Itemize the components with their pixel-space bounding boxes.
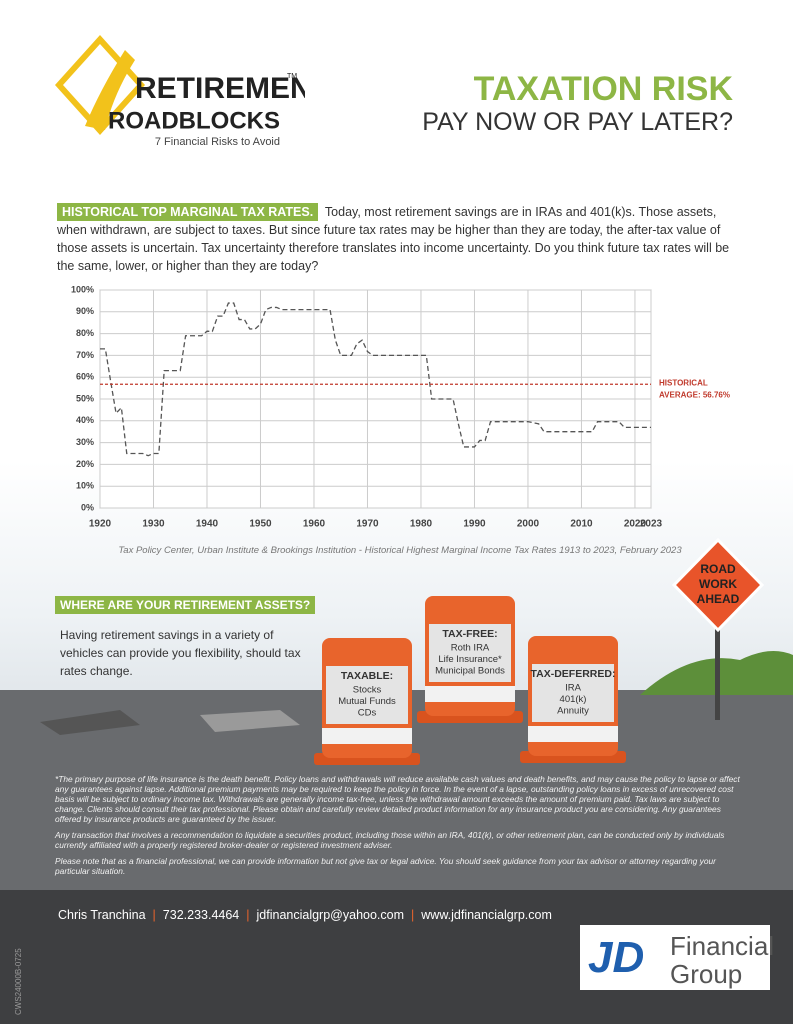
x-tick-label: 1990 <box>463 519 486 530</box>
barrel-item: Municipal Bonds <box>435 666 505 677</box>
sign-post <box>715 605 720 720</box>
x-tick-label: 1960 <box>303 519 326 530</box>
logo-line2: ROADBLOCKS <box>108 107 280 134</box>
y-tick-label: 80% <box>76 328 94 338</box>
barrel-stripe <box>425 686 515 702</box>
subtitle: PAY NOW OR PAY LATER? <box>422 108 733 136</box>
barrel-panel <box>326 666 408 724</box>
sign-text: WORK <box>699 577 737 591</box>
y-tick-label: 100% <box>71 284 94 294</box>
logo-line1: RETIREMENT <box>135 72 305 105</box>
data-line <box>100 302 651 457</box>
intro-heading: HISTORICAL TOP MARGINAL TAX RATES. <box>57 203 319 221</box>
brand-box: JD Financial Group <box>580 925 774 990</box>
y-tick-label: 10% <box>76 481 94 491</box>
logo-tagline: 7 Financial Risks to Avoid <box>155 136 280 148</box>
disclaimers: *The primary purpose of life insurance i… <box>55 774 745 882</box>
manhole-cover <box>200 710 300 732</box>
separator: | <box>411 908 415 922</box>
y-tick-label: 30% <box>76 437 94 447</box>
contact: jdfinancialgrp@yahoo.com <box>256 908 405 922</box>
barrel-item: CDs <box>358 708 377 719</box>
sign <box>671 537 765 633</box>
separator: | <box>152 908 156 922</box>
average-label: HISTORICAL <box>659 378 708 387</box>
y-tick-label: 20% <box>76 459 94 469</box>
separator: | <box>246 908 250 922</box>
barrel-item: Life Insurance* <box>438 654 502 665</box>
barrel-stripe <box>322 728 412 744</box>
barrel-item: Mutual Funds <box>338 696 396 707</box>
x-tick-label: 1920 <box>89 519 112 530</box>
x-tick-label: 2023 <box>640 519 663 530</box>
manhole <box>40 710 140 735</box>
disclaimer: Please note that as a financial professi… <box>55 856 716 876</box>
y-tick-label: 0% <box>81 502 94 512</box>
contact: www.jdfinancialgrp.com <box>421 908 552 922</box>
contacts: Chris Tranchina | 732.233.4464 | jdfinancial… <box>58 908 552 922</box>
barrel-stripe <box>528 726 618 742</box>
barrel-panel <box>429 624 511 682</box>
intro: HISTORICAL TOP MARGINAL TAX RATES. Today… <box>57 203 742 275</box>
logo-tm: TM <box>287 73 297 80</box>
sign-text: ROAD <box>700 562 736 576</box>
assets-heading: WHERE ARE YOUR RETIREMENT ASSETS? <box>55 596 316 614</box>
x-tick-label: 1980 <box>410 519 433 530</box>
x-tick-label: 1930 <box>142 519 165 530</box>
x-tick-label: 1970 <box>356 519 379 530</box>
assets-text: Having retirement savings in a variety o… <box>60 628 301 678</box>
barrel-item: Stocks <box>353 685 382 696</box>
y-tick-label: 90% <box>76 306 94 316</box>
title: TAXATION RISK <box>473 70 733 108</box>
doc-code: CWS24000B-0725 <box>14 948 23 1015</box>
intro-text: Today, most retirement savings are in IR… <box>57 205 730 273</box>
brand-mark: JD <box>588 933 645 982</box>
disclaimer: Any transaction that involves a recommen… <box>55 830 725 850</box>
barrel-title: TAX-DEFERRED: <box>531 668 616 680</box>
average-label: AVERAGE: 56.76% <box>659 390 730 399</box>
barrel-item: 401(k) <box>560 694 587 705</box>
x-tick-label: 1950 <box>249 519 272 530</box>
disclaimer: *The primary purpose of life insurance i… <box>55 774 740 824</box>
assets-heading-box: WHERE ARE YOUR RETIREMENT ASSETS? <box>55 596 316 614</box>
barrel-title: TAXABLE: <box>341 670 393 682</box>
x-tick-label: 2000 <box>517 519 540 530</box>
y-tick-label: 40% <box>76 415 94 425</box>
x-tick-label: 1940 <box>196 519 219 530</box>
contact: Chris Tranchina <box>58 908 146 922</box>
y-tick-label: 70% <box>76 350 94 360</box>
x-tick-label: 2020 <box>624 519 647 530</box>
logo: RETIREMENT TM ROADBLOCKS 7 Financial Ris… <box>55 35 305 148</box>
barrel-panel <box>532 664 614 722</box>
logo-road <box>85 50 135 130</box>
contact: 732.233.4464 <box>162 908 240 922</box>
y-tick-label: 60% <box>76 372 94 382</box>
brand-line2: Group <box>670 959 743 989</box>
brand-line1: Financial <box>670 931 775 961</box>
y-tick-label: 50% <box>76 393 94 403</box>
barrel-item: IRA <box>565 683 582 694</box>
chart: 0% 10% 20% 30% 40% 50% 60% 70% 80% 90% 100% 1920 193… <box>71 284 730 530</box>
sign-text: AHEAD <box>697 592 740 606</box>
x-tick-label: 2010 <box>570 519 593 530</box>
barrel-title: TAX-FREE: <box>442 628 497 640</box>
chart-source: Tax Policy Center, Urban Institute & Bro… <box>118 545 682 556</box>
barrel-item: Annuity <box>557 706 589 717</box>
barrel-item: Roth IRA <box>451 643 490 654</box>
